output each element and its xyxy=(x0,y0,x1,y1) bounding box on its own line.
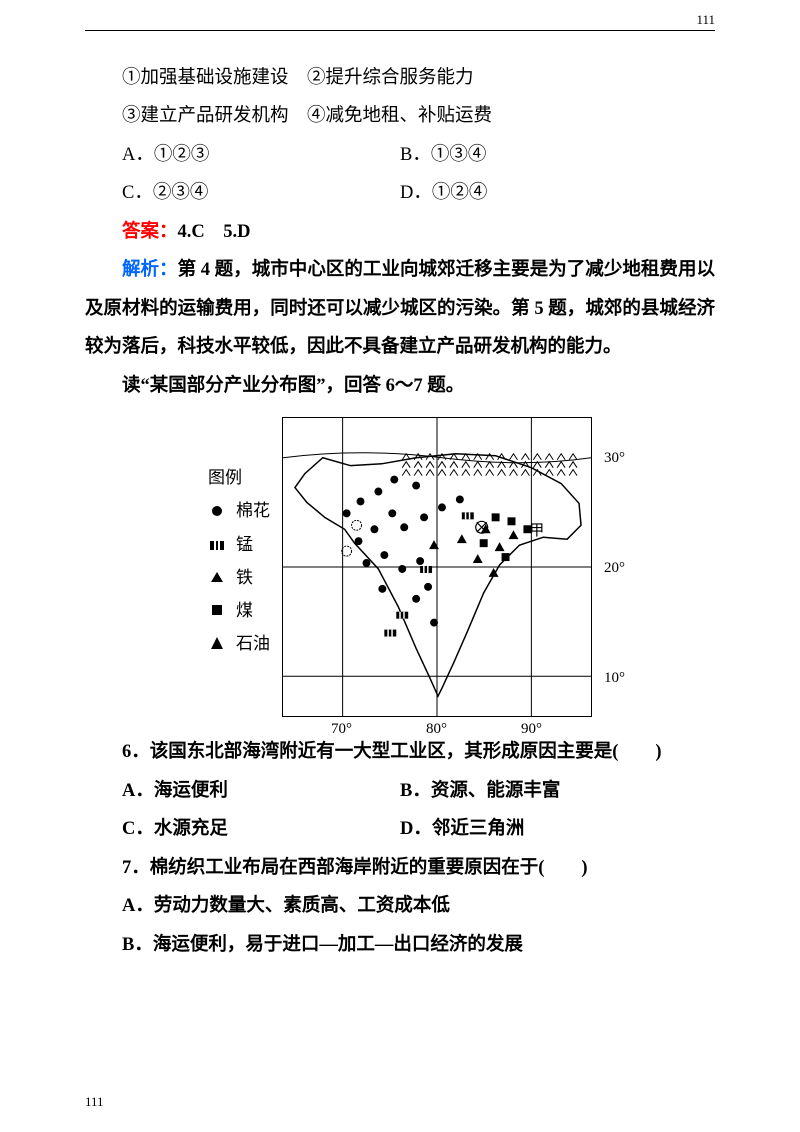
lat-30: 30° xyxy=(604,450,625,467)
legend-label: 锰 xyxy=(236,528,253,561)
answer-label: 答案： xyxy=(122,222,178,242)
q67-intro: 读“某国部分产业分布图”，回答 6～7 题。 xyxy=(85,367,715,405)
q6-row2: C．水源充足 D．邻近三角洲 xyxy=(85,810,715,848)
legend-item-coal: 煤 xyxy=(208,594,270,627)
q7-a: A．劳动力数量大、素质高、工资成本低 xyxy=(85,887,715,925)
svg-text:甲: 甲 xyxy=(529,523,544,539)
legend-item-iron: 铁 xyxy=(208,561,270,594)
map-svg: 甲 xyxy=(283,418,591,716)
legend-item-cotton: 棉花 xyxy=(208,494,270,527)
q6-stem: 6．该国东北部海湾附近有一大型工业区，其形成原因主要是( ) xyxy=(85,733,715,771)
q6-a: A．海运便利 xyxy=(85,772,400,810)
question-preline-2: ③建立产品研发机构 ④减免地租、补贴运费 xyxy=(85,97,715,135)
q6-row1: A．海运便利 B．资源、能源丰富 xyxy=(85,772,715,810)
option-c: C．②③④ xyxy=(85,174,400,212)
q7-b: B．海运便利，易于进口—加工—出口经济的发展 xyxy=(85,926,715,964)
legend-label: 煤 xyxy=(236,594,253,627)
option-row-2: C．②③④ D．①②④ xyxy=(85,174,715,212)
q6-c: C．水源充足 xyxy=(85,810,400,848)
answer-line: 答案：4.C 5.D xyxy=(85,213,715,251)
triangle-icon xyxy=(208,568,226,586)
legend-label: 石油 xyxy=(236,627,270,660)
legend-item-oil: 石油 xyxy=(208,627,270,660)
legend-label: 棉花 xyxy=(236,494,270,527)
legend-label: 铁 xyxy=(236,561,253,594)
map-figure: 图例 棉花 锰 铁 煤 石油 xyxy=(85,417,715,717)
option-a: A．①②③ xyxy=(85,136,400,174)
lat-20: 20° xyxy=(604,560,625,577)
oil-icon xyxy=(208,634,226,652)
question-preline-1: ①加强基础设施建设 ②提升综合服务能力 xyxy=(85,59,715,97)
square-icon xyxy=(208,601,226,619)
legend-title: 图例 xyxy=(208,461,270,494)
mn-icon xyxy=(208,535,226,553)
option-d: D．①②④ xyxy=(400,174,715,212)
answer-text: 4.C 5.D xyxy=(178,222,251,242)
analysis-text: 第 4 题，城市中心区的工业向城郊迁移主要是为了减少地租费用以及原材料的运输费用… xyxy=(85,260,715,357)
dot-icon xyxy=(208,502,226,520)
q6-b: B．资源、能源丰富 xyxy=(400,772,715,810)
map-box: 甲 30° 20° 10° 70° 80° 90° xyxy=(282,417,592,717)
option-row-1: A．①②③ B．①③④ xyxy=(85,136,715,174)
legend-item-mn: 锰 xyxy=(208,528,270,561)
q7-stem: 7．棉纺织工业布局在西部海岸附近的重要原因在于( ) xyxy=(85,849,715,887)
top-rule xyxy=(85,30,715,31)
q6-d: D．邻近三角洲 xyxy=(400,810,715,848)
lat-10: 10° xyxy=(604,670,625,687)
lon-70: 70° xyxy=(331,721,352,738)
page-number-bottom: 111 xyxy=(85,1094,104,1110)
analysis-label: 解析： xyxy=(122,260,178,280)
lon-80: 80° xyxy=(426,721,447,738)
lon-90: 90° xyxy=(521,721,542,738)
option-b: B．①③④ xyxy=(400,136,715,174)
analysis-block: 解析：第 4 题，城市中心区的工业向城郊迁移主要是为了减少地租费用以及原材料的运… xyxy=(85,251,715,366)
page-number-top: 111 xyxy=(696,12,715,28)
legend: 图例 棉花 锰 铁 煤 石油 xyxy=(208,417,270,660)
